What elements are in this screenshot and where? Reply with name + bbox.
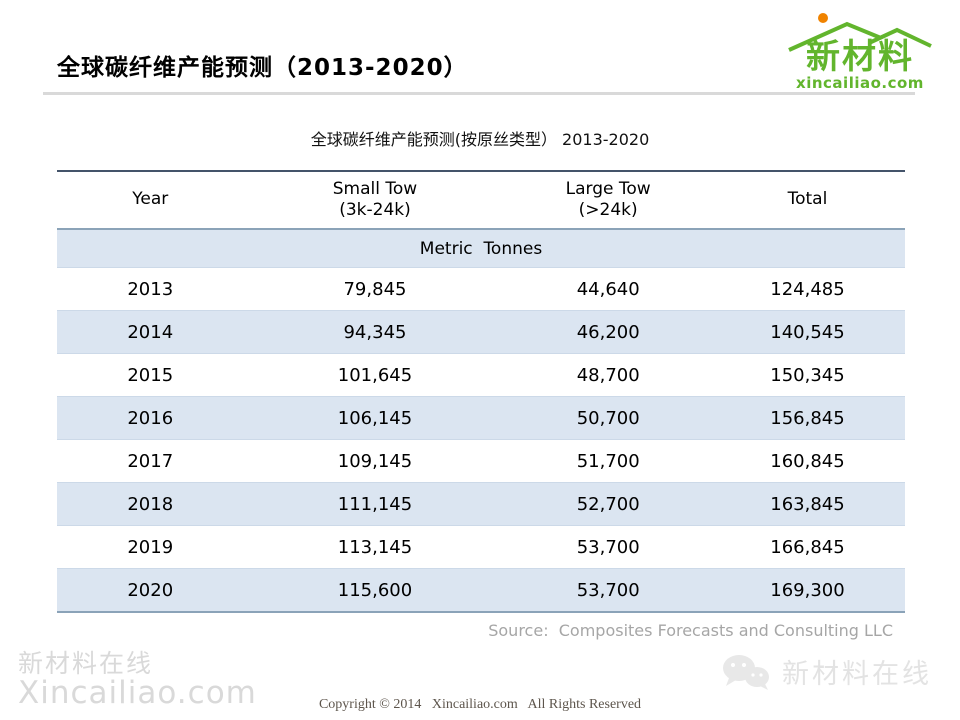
column-header-small-tow: Small Tow (3k-24k) xyxy=(243,170,507,230)
logo-house-icon xyxy=(788,13,932,52)
column-header-label: Large Tow xyxy=(565,178,651,199)
small-tow-cell: 79,845 xyxy=(343,278,407,300)
source-note: Source: Composites Forecasts and Consult… xyxy=(488,621,893,640)
table-row: 2019 113,145 53,700 166,845 xyxy=(57,525,905,569)
large-tow-cell: 53,700 xyxy=(576,536,640,558)
year-cell: 2017 xyxy=(127,450,174,472)
year-cell: 2019 xyxy=(127,536,174,558)
logo-brand-text: 新材料 xyxy=(806,37,914,77)
copyright: Copyright © 2014 Xincailiao.com All Righ… xyxy=(318,697,642,712)
total-cell: 140,545 xyxy=(770,321,845,343)
total-cell: 163,845 xyxy=(770,493,845,515)
column-header-year: Year xyxy=(57,170,244,230)
large-tow-cell: 53,700 xyxy=(576,579,640,601)
total-cell: 169,300 xyxy=(770,579,845,601)
capacity-table: Year Small Tow (3k-24k) Large Tow (>24k)… xyxy=(57,170,905,613)
watermark-right: 新材料在线 xyxy=(720,652,932,691)
column-header-label: Year xyxy=(132,189,169,210)
total-cell: 156,845 xyxy=(770,407,845,429)
column-header-label: Total xyxy=(787,189,828,210)
table-row: 2017 109,145 51,700 160,845 xyxy=(57,439,905,483)
brand-logo: 新材料 xincailiao.com xyxy=(785,10,935,92)
small-tow-cell: 101,645 xyxy=(337,364,413,386)
large-tow-cell: 46,200 xyxy=(576,321,640,343)
table-row: 2015 101,645 48,700 150,345 xyxy=(57,353,905,397)
table-caption: 全球碳纤维产能预测(按原丝类型） 2013-2020 xyxy=(310,130,650,149)
column-header-large-tow: Large Tow (>24k) xyxy=(506,170,710,230)
total-cell: 160,845 xyxy=(770,450,845,472)
small-tow-cell: 94,345 xyxy=(343,321,407,343)
column-header-sublabel: (>24k) xyxy=(578,200,638,220)
small-tow-cell: 109,145 xyxy=(337,450,413,472)
total-cell: 166,845 xyxy=(770,536,845,558)
total-cell: 124,485 xyxy=(770,278,845,300)
page-title: 全球碳纤维产能预测（2013-2020） xyxy=(57,55,468,81)
table-row: 2016 106,145 50,700 156,845 xyxy=(57,396,905,440)
year-cell: 2016 xyxy=(127,407,174,429)
large-tow-cell: 51,700 xyxy=(576,450,640,472)
large-tow-cell: 44,640 xyxy=(576,278,640,300)
total-cell: 150,345 xyxy=(770,364,845,386)
column-header-total: Total xyxy=(709,170,905,230)
year-cell: 2020 xyxy=(127,579,174,601)
unit-label: Metric Tonnes xyxy=(57,229,905,268)
small-tow-cell: 106,145 xyxy=(337,407,413,429)
unit-row: Metric Tonnes xyxy=(57,229,905,268)
table-row: 2018 111,145 52,700 163,845 xyxy=(57,482,905,526)
table-row: 2013 79,845 44,640 124,485 xyxy=(57,267,905,311)
table-row: 2020 115,600 53,700 169,300 xyxy=(57,568,905,612)
large-tow-cell: 48,700 xyxy=(576,364,640,386)
column-header-label: Small Tow xyxy=(332,178,418,199)
column-header-sublabel: (3k-24k) xyxy=(339,200,411,220)
small-tow-cell: 113,145 xyxy=(337,536,413,558)
logo-domain-text: xincailiao.com xyxy=(796,74,924,92)
header-row: Year Small Tow (3k-24k) Large Tow (>24k)… xyxy=(57,170,905,230)
title-divider xyxy=(43,92,915,95)
table-row: 2014 94,345 46,200 140,545 xyxy=(57,310,905,354)
year-cell: 2013 xyxy=(127,278,174,300)
year-cell: 2014 xyxy=(127,321,174,343)
wechat-icon xyxy=(723,654,769,690)
watermark-left-line2: Xincailiao.com xyxy=(18,675,257,711)
small-tow-cell: 115,600 xyxy=(337,579,413,601)
year-cell: 2015 xyxy=(127,364,174,386)
watermark-right-text: 新材料在线 xyxy=(782,659,932,690)
watermark-left: 新材料在线 Xincailiao.com xyxy=(18,650,257,710)
large-tow-cell: 52,700 xyxy=(576,493,640,515)
large-tow-cell: 50,700 xyxy=(576,407,640,429)
watermark-left-line1: 新材料在线 xyxy=(18,649,154,678)
year-cell: 2018 xyxy=(127,493,174,515)
small-tow-cell: 111,145 xyxy=(337,493,413,515)
